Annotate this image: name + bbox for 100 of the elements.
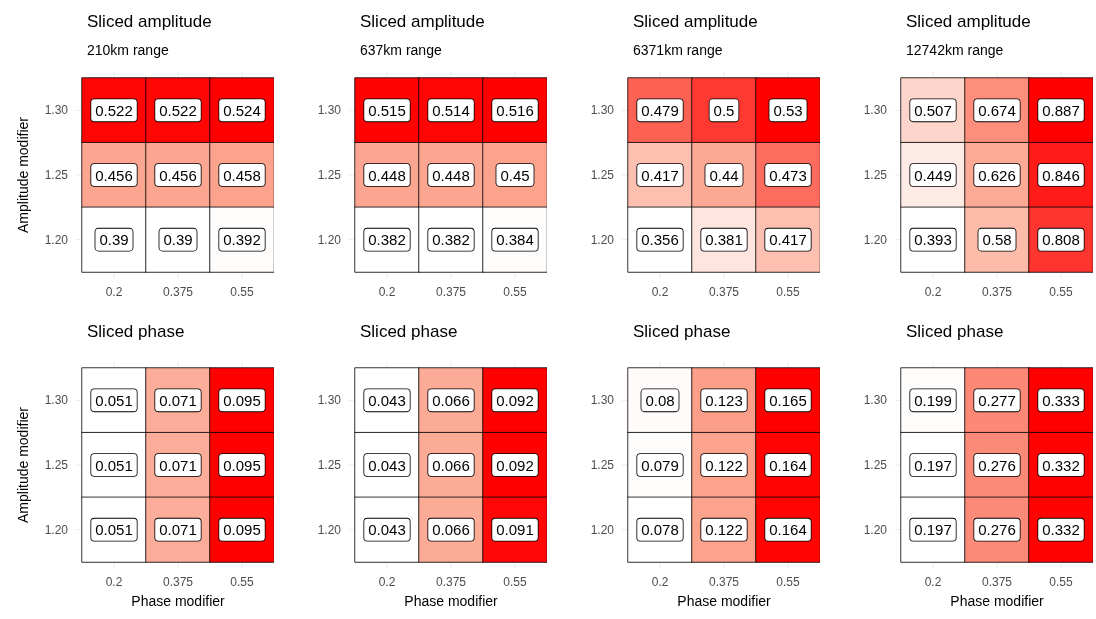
y-tick-label: 1.30 <box>44 393 69 408</box>
data-label: 0.332 <box>1042 521 1080 539</box>
data-label: 0.164 <box>769 521 807 539</box>
data-label: 0.516 <box>496 101 534 119</box>
data-label: 0.39 <box>163 231 193 249</box>
x-tick-label: 0.55 <box>503 285 527 299</box>
data-label: 0.846 <box>1042 166 1080 184</box>
x-tick-label: 0.55 <box>1049 285 1073 299</box>
data-label: 0.277 <box>978 391 1016 409</box>
data-label: 0.078 <box>641 521 679 539</box>
x-tick-label: 0.2 <box>378 575 396 589</box>
x-axis-title: Phase modifier <box>950 593 1045 609</box>
x-tick-label: 0.55 <box>1049 575 1073 589</box>
y-tick-label: 1.30 <box>317 103 342 118</box>
x-tick-label: 0.2 <box>924 575 942 589</box>
data-label: 0.095 <box>223 391 261 409</box>
data-label: 0.458 <box>223 166 261 184</box>
data-label: 0.051 <box>95 456 133 474</box>
data-label: 0.092 <box>496 456 534 474</box>
chart-title: Sliced amplitude <box>906 12 1031 31</box>
y-tick-label: 1.20 <box>44 522 69 537</box>
x-tick-label: 0.375 <box>708 285 740 299</box>
data-label: 0.674 <box>978 101 1016 119</box>
data-label: 0.092 <box>496 391 534 409</box>
x-tick-label: 0.2 <box>651 575 669 589</box>
data-label: 0.808 <box>1042 231 1080 249</box>
data-label: 0.53 <box>773 101 803 119</box>
y-axis-title: Amplitude modifier <box>15 116 31 233</box>
data-label: 0.091 <box>496 521 534 539</box>
data-label: 0.071 <box>159 456 197 474</box>
chart-subtitle: 210km range <box>87 42 169 58</box>
y-axis-title: Amplitude modifier <box>15 406 31 523</box>
x-tick-label: 0.55 <box>230 285 254 299</box>
data-label: 0.165 <box>769 391 807 409</box>
data-label: 0.164 <box>769 456 807 474</box>
y-tick-label: 1.25 <box>44 458 69 472</box>
data-label: 0.417 <box>641 166 679 184</box>
y-tick-label: 1.30 <box>317 393 342 408</box>
x-tick-label: 0.2 <box>378 285 396 299</box>
y-tick-label: 1.25 <box>317 168 342 182</box>
chart-title: Sliced phase <box>360 322 458 341</box>
data-label: 0.448 <box>368 166 406 184</box>
data-label: 0.507 <box>914 101 952 119</box>
y-tick-label: 1.30 <box>863 103 888 118</box>
y-tick-label: 1.20 <box>317 522 342 537</box>
data-label: 0.332 <box>1042 456 1080 474</box>
x-tick-label: 0.375 <box>435 575 467 589</box>
data-label: 0.887 <box>1042 101 1080 119</box>
y-tick-label: 1.25 <box>863 458 888 472</box>
data-label: 0.417 <box>769 231 807 249</box>
data-label: 0.479 <box>641 101 679 119</box>
data-label: 0.356 <box>641 231 679 249</box>
data-label: 0.08 <box>645 391 675 409</box>
data-label: 0.066 <box>432 391 470 409</box>
data-label: 0.197 <box>914 521 952 539</box>
data-label: 0.381 <box>705 231 743 249</box>
y-tick-label: 1.20 <box>863 232 888 247</box>
data-label: 0.449 <box>914 166 952 184</box>
data-label: 0.199 <box>914 391 952 409</box>
data-label: 0.39 <box>99 231 129 249</box>
data-label: 0.043 <box>368 391 406 409</box>
x-tick-label: 0.375 <box>435 285 467 299</box>
data-label: 0.524 <box>223 101 261 119</box>
chart-subtitle: 6371km range <box>633 42 723 58</box>
chart-title: Sliced phase <box>87 322 185 341</box>
data-label: 0.043 <box>368 456 406 474</box>
data-label: 0.456 <box>159 166 197 184</box>
chart-subtitle: 12742km range <box>906 42 1004 58</box>
data-label: 0.5 <box>713 101 735 119</box>
y-tick-label: 1.25 <box>317 458 342 472</box>
x-tick-label: 0.375 <box>162 285 194 299</box>
x-axis-title: Phase modifier <box>131 593 226 609</box>
y-tick-label: 1.25 <box>590 168 615 182</box>
data-label: 0.44 <box>709 166 739 184</box>
data-label: 0.522 <box>95 101 133 119</box>
x-tick-label: 0.55 <box>776 285 800 299</box>
data-label: 0.051 <box>95 391 133 409</box>
data-label: 0.45 <box>500 166 530 184</box>
data-label: 0.522 <box>159 101 197 119</box>
x-tick-label: 0.375 <box>708 575 740 589</box>
x-tick-label: 0.375 <box>981 285 1013 299</box>
data-label: 0.626 <box>978 166 1016 184</box>
data-label: 0.58 <box>982 231 1012 249</box>
x-axis-title: Phase modifier <box>677 593 772 609</box>
y-tick-label: 1.20 <box>317 232 342 247</box>
data-label: 0.122 <box>705 456 743 474</box>
x-tick-label: 0.2 <box>105 575 123 589</box>
data-label: 0.393 <box>914 231 952 249</box>
data-label: 0.079 <box>641 456 679 474</box>
chart-title: Sliced phase <box>633 322 731 341</box>
data-label: 0.043 <box>368 521 406 539</box>
x-tick-label: 0.55 <box>503 575 527 589</box>
data-label: 0.514 <box>432 101 470 119</box>
data-label: 0.197 <box>914 456 952 474</box>
x-tick-label: 0.2 <box>651 285 669 299</box>
data-label: 0.382 <box>368 231 406 249</box>
x-tick-label: 0.375 <box>162 575 194 589</box>
chart-subtitle: 637km range <box>360 42 442 58</box>
y-tick-label: 1.30 <box>590 393 615 408</box>
data-label: 0.071 <box>159 521 197 539</box>
